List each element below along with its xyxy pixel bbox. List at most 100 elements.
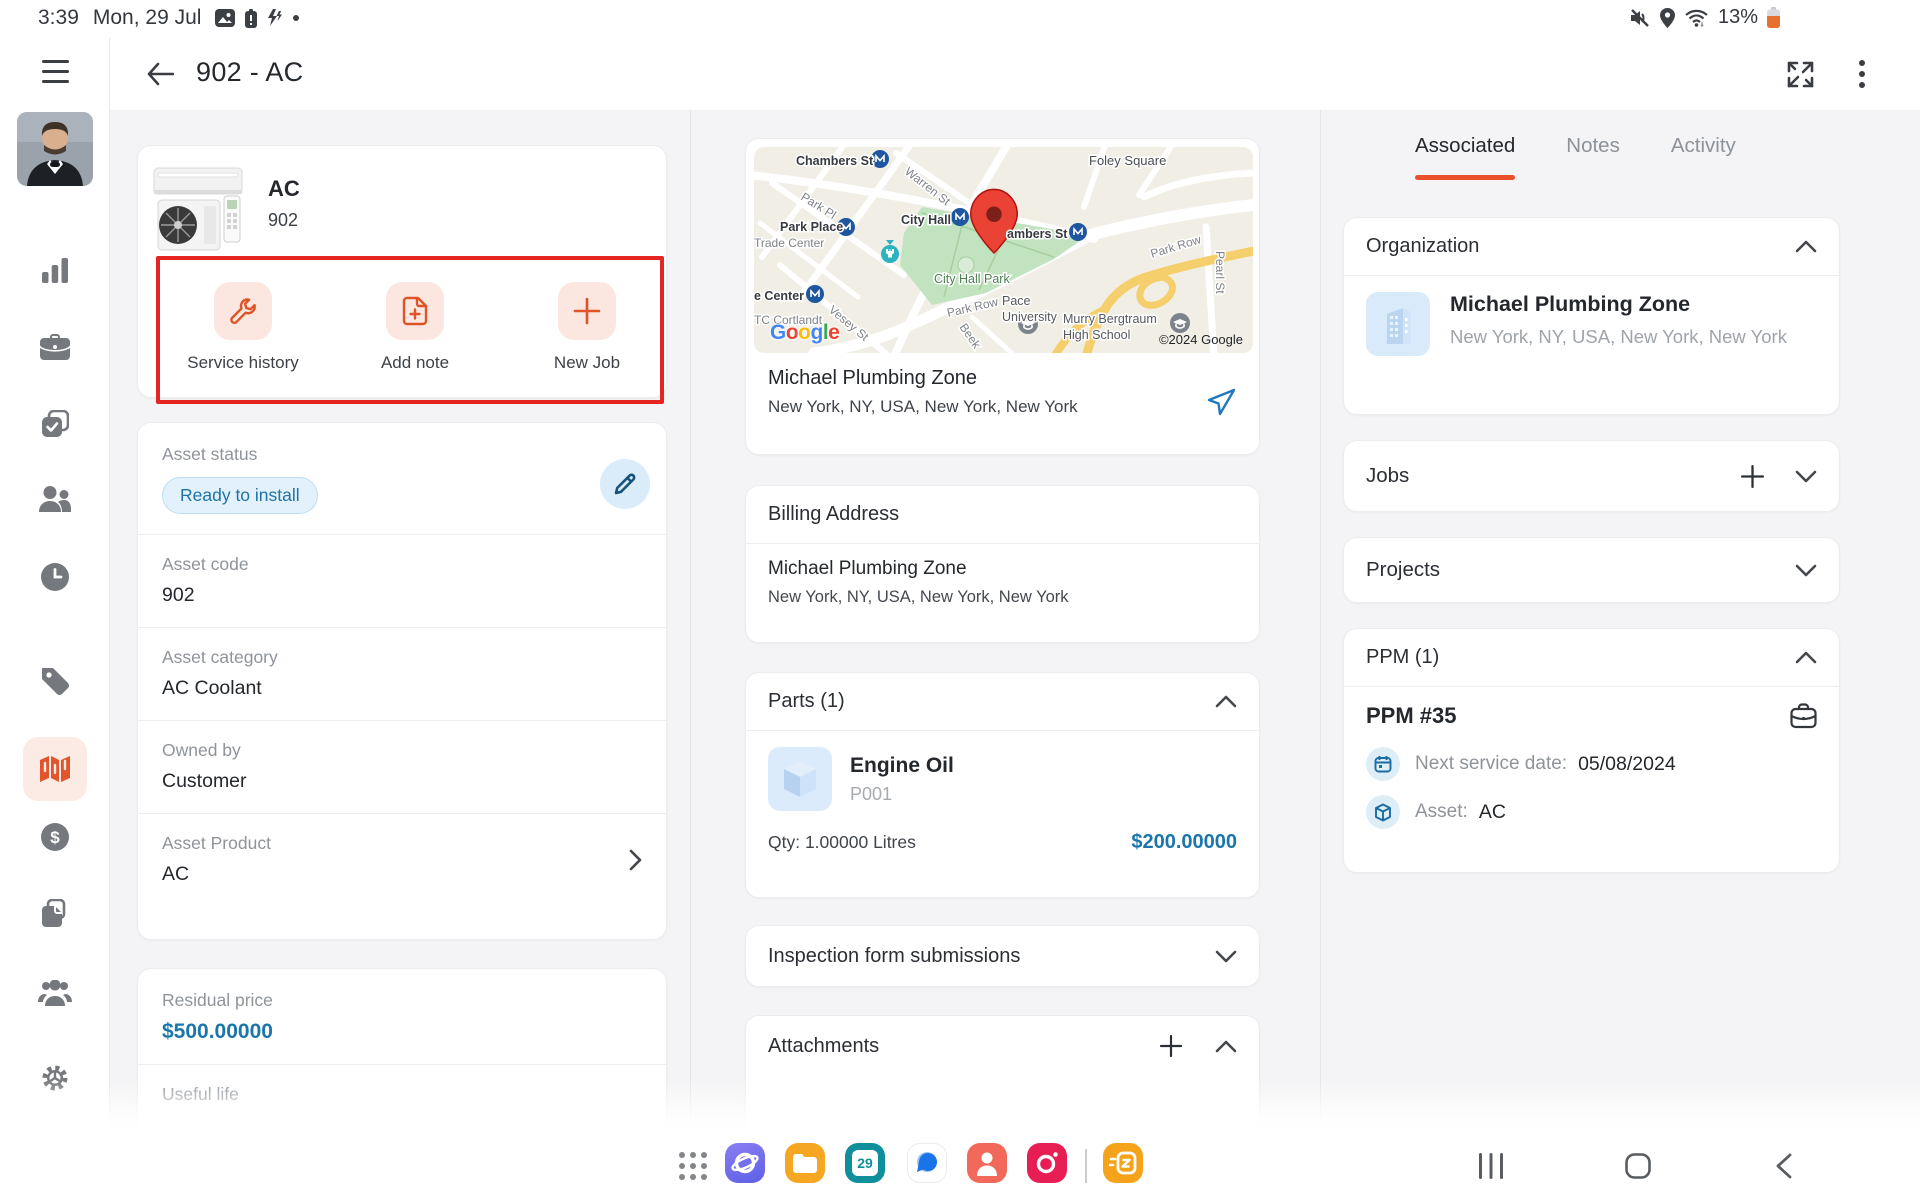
avatar[interactable] — [0, 112, 110, 186]
briefcase-outline-icon[interactable] — [1790, 703, 1817, 729]
location-address: New York, NY, USA, New York, New York — [768, 397, 1078, 416]
google-logo: Google — [770, 321, 840, 344]
sidebar-item-dashboard[interactable] — [0, 256, 110, 284]
parts-header[interactable]: Parts (1) — [746, 673, 1259, 730]
sidebar-item-teams[interactable] — [0, 980, 110, 1006]
part-item[interactable]: Engine Oil P001 — [746, 731, 1259, 811]
field-asset-category: Asset category AC Coolant — [138, 628, 666, 720]
location-card: Chambers St Warren St Park Pl Park Place… — [745, 138, 1260, 455]
organization-item[interactable]: Michael Plumbing Zone New York, NY, USA,… — [1344, 276, 1839, 372]
home-button[interactable] — [1625, 1153, 1651, 1184]
divider — [1344, 686, 1839, 687]
new-job-button[interactable]: New Job — [517, 282, 657, 373]
part-qty: Qty: 1.00000 Litres — [768, 832, 916, 852]
ppm-name: PPM #35 — [1366, 703, 1457, 728]
ppm-item[interactable]: PPM #35 Next service date: 05/08/2024 As… — [1344, 687, 1839, 829]
ppm-asset-value: AC — [1478, 800, 1506, 823]
column-divider — [1320, 110, 1321, 1133]
sidebar-item-service-territories[interactable] — [0, 737, 110, 801]
overflow-menu-button[interactable] — [1842, 54, 1882, 94]
tag-icon — [42, 668, 70, 696]
parts-title: Parts (1) — [768, 690, 845, 712]
inspection-card[interactable]: Inspection form submissions — [745, 925, 1260, 987]
service-history-button[interactable]: Service history — [173, 282, 313, 373]
attachments-card: Attachments — [745, 1015, 1260, 1133]
map[interactable]: Chambers St Warren St Park Pl Park Place… — [754, 147, 1253, 353]
organization-address: New York, NY, USA, New York, New York — [1450, 326, 1787, 347]
sidebar-item-invoices[interactable]: $ — [0, 823, 110, 851]
tab-activity[interactable]: Activity — [1670, 134, 1736, 157]
bar-chart-icon — [42, 258, 68, 283]
fullscreen-button[interactable] — [1780, 54, 1820, 94]
calendar-day: 29 — [852, 1150, 878, 1176]
svg-text:University: University — [1002, 310, 1058, 324]
jobs-card: Jobs — [1343, 440, 1840, 512]
asset-name: AC — [268, 176, 300, 201]
location-icon — [1659, 7, 1675, 28]
wifi-icon — [1685, 9, 1708, 27]
tab-associated[interactable]: Associated — [1415, 134, 1516, 180]
team-icon — [38, 980, 72, 1006]
contacts-app-icon[interactable] — [967, 1143, 1007, 1183]
sidebar-item-documents[interactable] — [0, 899, 110, 929]
clock-date: Mon, 29 Jul — [92, 6, 202, 29]
svg-text:Pace: Pace — [1002, 294, 1031, 308]
svg-text:High School: High School — [1063, 328, 1130, 342]
back-nav-button[interactable] — [1775, 1153, 1792, 1184]
chevron-down-icon[interactable] — [1795, 470, 1817, 483]
menu-button[interactable] — [0, 60, 110, 84]
part-code: P001 — [850, 783, 893, 804]
browser-app-icon[interactable] — [725, 1143, 765, 1183]
organization-header[interactable]: Organization — [1344, 218, 1839, 275]
power-saver-icon — [268, 9, 283, 26]
files-app-icon[interactable] — [785, 1143, 825, 1183]
column-divider — [690, 110, 691, 1133]
battery-low-icon — [1767, 7, 1780, 28]
parts-card: Parts (1) Engine Oil P001 Qty: 1.00000 L… — [745, 672, 1260, 898]
useful-life-label: Useful life — [162, 1084, 239, 1104]
divider — [138, 813, 666, 814]
projects-card[interactable]: Projects — [1343, 537, 1840, 603]
asset-details-card: Asset status Ready to install Asset code… — [137, 422, 667, 940]
app-drawer-button[interactable] — [678, 1151, 708, 1186]
add-note-button[interactable]: Add note — [345, 282, 485, 373]
edit-status-button[interactable] — [600, 459, 650, 509]
add-attachment-icon[interactable] — [1159, 1034, 1183, 1058]
mute-icon — [1630, 8, 1649, 27]
sidebar-item-customers[interactable] — [0, 486, 110, 512]
billing-address-card: Billing Address Michael Plumbing Zone Ne… — [745, 485, 1260, 643]
messages-app-icon[interactable] — [907, 1143, 947, 1183]
page-title: 902 - AC — [196, 57, 304, 87]
divider — [746, 543, 1259, 544]
ppm-next-service-value: 05/08/2024 — [1578, 752, 1676, 775]
inspection-title: Inspection form submissions — [768, 944, 1021, 967]
sidebar-item-timesheet[interactable] — [0, 563, 110, 591]
back-button[interactable] — [140, 54, 180, 94]
sidebar-item-jobs[interactable] — [0, 333, 110, 360]
field-asset-product[interactable]: Asset Product AC — [138, 814, 666, 906]
sidebar-item-settings[interactable] — [0, 1063, 110, 1093]
svg-text:Chambers St: Chambers St — [796, 154, 874, 168]
asset-category-label: Asset category — [162, 647, 278, 667]
navigate-button[interactable] — [1207, 387, 1237, 422]
tab-notes[interactable]: Notes — [1566, 134, 1620, 157]
attachments-title: Attachments — [768, 1034, 880, 1057]
camera-app-icon[interactable] — [1027, 1143, 1067, 1183]
asset-code-value: 902 — [162, 584, 195, 606]
zuper-app-icon[interactable] — [1103, 1143, 1143, 1183]
chevron-up-icon — [1215, 695, 1237, 708]
calendar-app-icon[interactable]: 29 — [845, 1143, 885, 1183]
sidebar-item-tasks[interactable] — [0, 410, 110, 438]
svg-text:e Center: e Center — [754, 289, 804, 303]
tasks-icon — [42, 410, 69, 437]
battery-percent: 13% — [1717, 6, 1758, 28]
sidebar-item-pricebook[interactable] — [0, 666, 110, 696]
map-copyright: ©2024 Google — [1158, 332, 1243, 347]
chevron-up-icon[interactable] — [1215, 1040, 1237, 1053]
users-icon — [39, 486, 71, 512]
home-icon — [1625, 1153, 1651, 1179]
recents-button[interactable] — [1478, 1153, 1504, 1184]
add-job-icon[interactable] — [1740, 464, 1765, 489]
ppm-header[interactable]: PPM (1) — [1344, 629, 1839, 686]
